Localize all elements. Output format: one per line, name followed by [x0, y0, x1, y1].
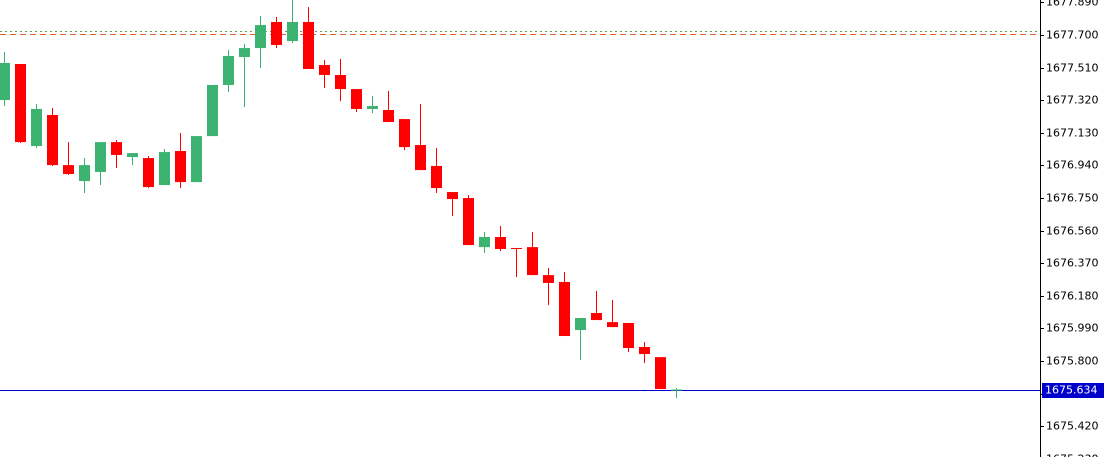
candle-body	[495, 236, 506, 250]
candle-body	[303, 21, 314, 69]
candle-body	[479, 236, 490, 248]
candle-body	[255, 25, 266, 49]
current-price-tag	[1042, 383, 1104, 398]
candle-body	[543, 275, 554, 283]
candle-body	[351, 89, 362, 109]
candle-body	[143, 158, 154, 188]
candle-body	[191, 136, 202, 183]
y-tick-label: 1675.990	[1046, 322, 1099, 335]
y-tick-label: 1677.130	[1046, 127, 1099, 140]
y-tick-label: 1676.940	[1046, 159, 1099, 172]
candle-body	[47, 114, 58, 166]
candle-body	[607, 322, 618, 328]
candle-body	[319, 65, 330, 75]
candle-body	[335, 74, 346, 90]
candle-body	[511, 247, 522, 250]
candle-body	[623, 322, 634, 349]
current-price-label: 1675.634	[1045, 384, 1098, 397]
candle-body	[671, 389, 682, 391]
candle-body	[111, 142, 122, 155]
candle-body	[559, 281, 570, 337]
candle-body	[575, 317, 586, 331]
candle-body	[79, 165, 90, 182]
candle-body	[591, 313, 602, 321]
candle-body	[415, 145, 426, 171]
y-tick-label: 1675.420	[1046, 420, 1099, 433]
y-tick-label: 1676.750	[1046, 192, 1099, 205]
candle-body	[207, 84, 218, 137]
candle-body	[447, 192, 458, 200]
y-tick-label: 1677.700	[1046, 29, 1099, 42]
candle-body	[639, 346, 650, 355]
candle-body	[239, 48, 250, 57]
y-tick-label: 1676.560	[1046, 225, 1099, 238]
candle-body	[383, 110, 394, 123]
candle-body	[175, 151, 186, 183]
y-tick-label: 1677.890	[1046, 0, 1099, 9]
y-tick-label: 1675.230	[1046, 453, 1099, 457]
y-tick-label: 1677.510	[1046, 62, 1099, 75]
candle-body	[15, 64, 26, 143]
candle-body	[223, 55, 234, 85]
candle-body	[63, 165, 74, 175]
candle-body	[159, 152, 170, 185]
candle-body	[95, 142, 106, 172]
y-tick-label: 1677.320	[1046, 94, 1099, 107]
candle-body	[463, 198, 474, 246]
candle-body	[31, 108, 42, 147]
y-tick-label: 1676.180	[1046, 290, 1099, 303]
candle-body	[399, 119, 410, 148]
candle-body	[287, 21, 298, 42]
candle-body	[527, 247, 538, 276]
candle-body	[431, 165, 442, 189]
candle-body	[655, 357, 666, 390]
candle-body	[127, 153, 138, 158]
candle-body	[271, 21, 282, 45]
y-tick-label: 1675.800	[1046, 355, 1099, 368]
y-tick-label: 1676.370	[1046, 257, 1099, 270]
candle-body	[367, 106, 378, 109]
candle-body	[0, 62, 10, 101]
